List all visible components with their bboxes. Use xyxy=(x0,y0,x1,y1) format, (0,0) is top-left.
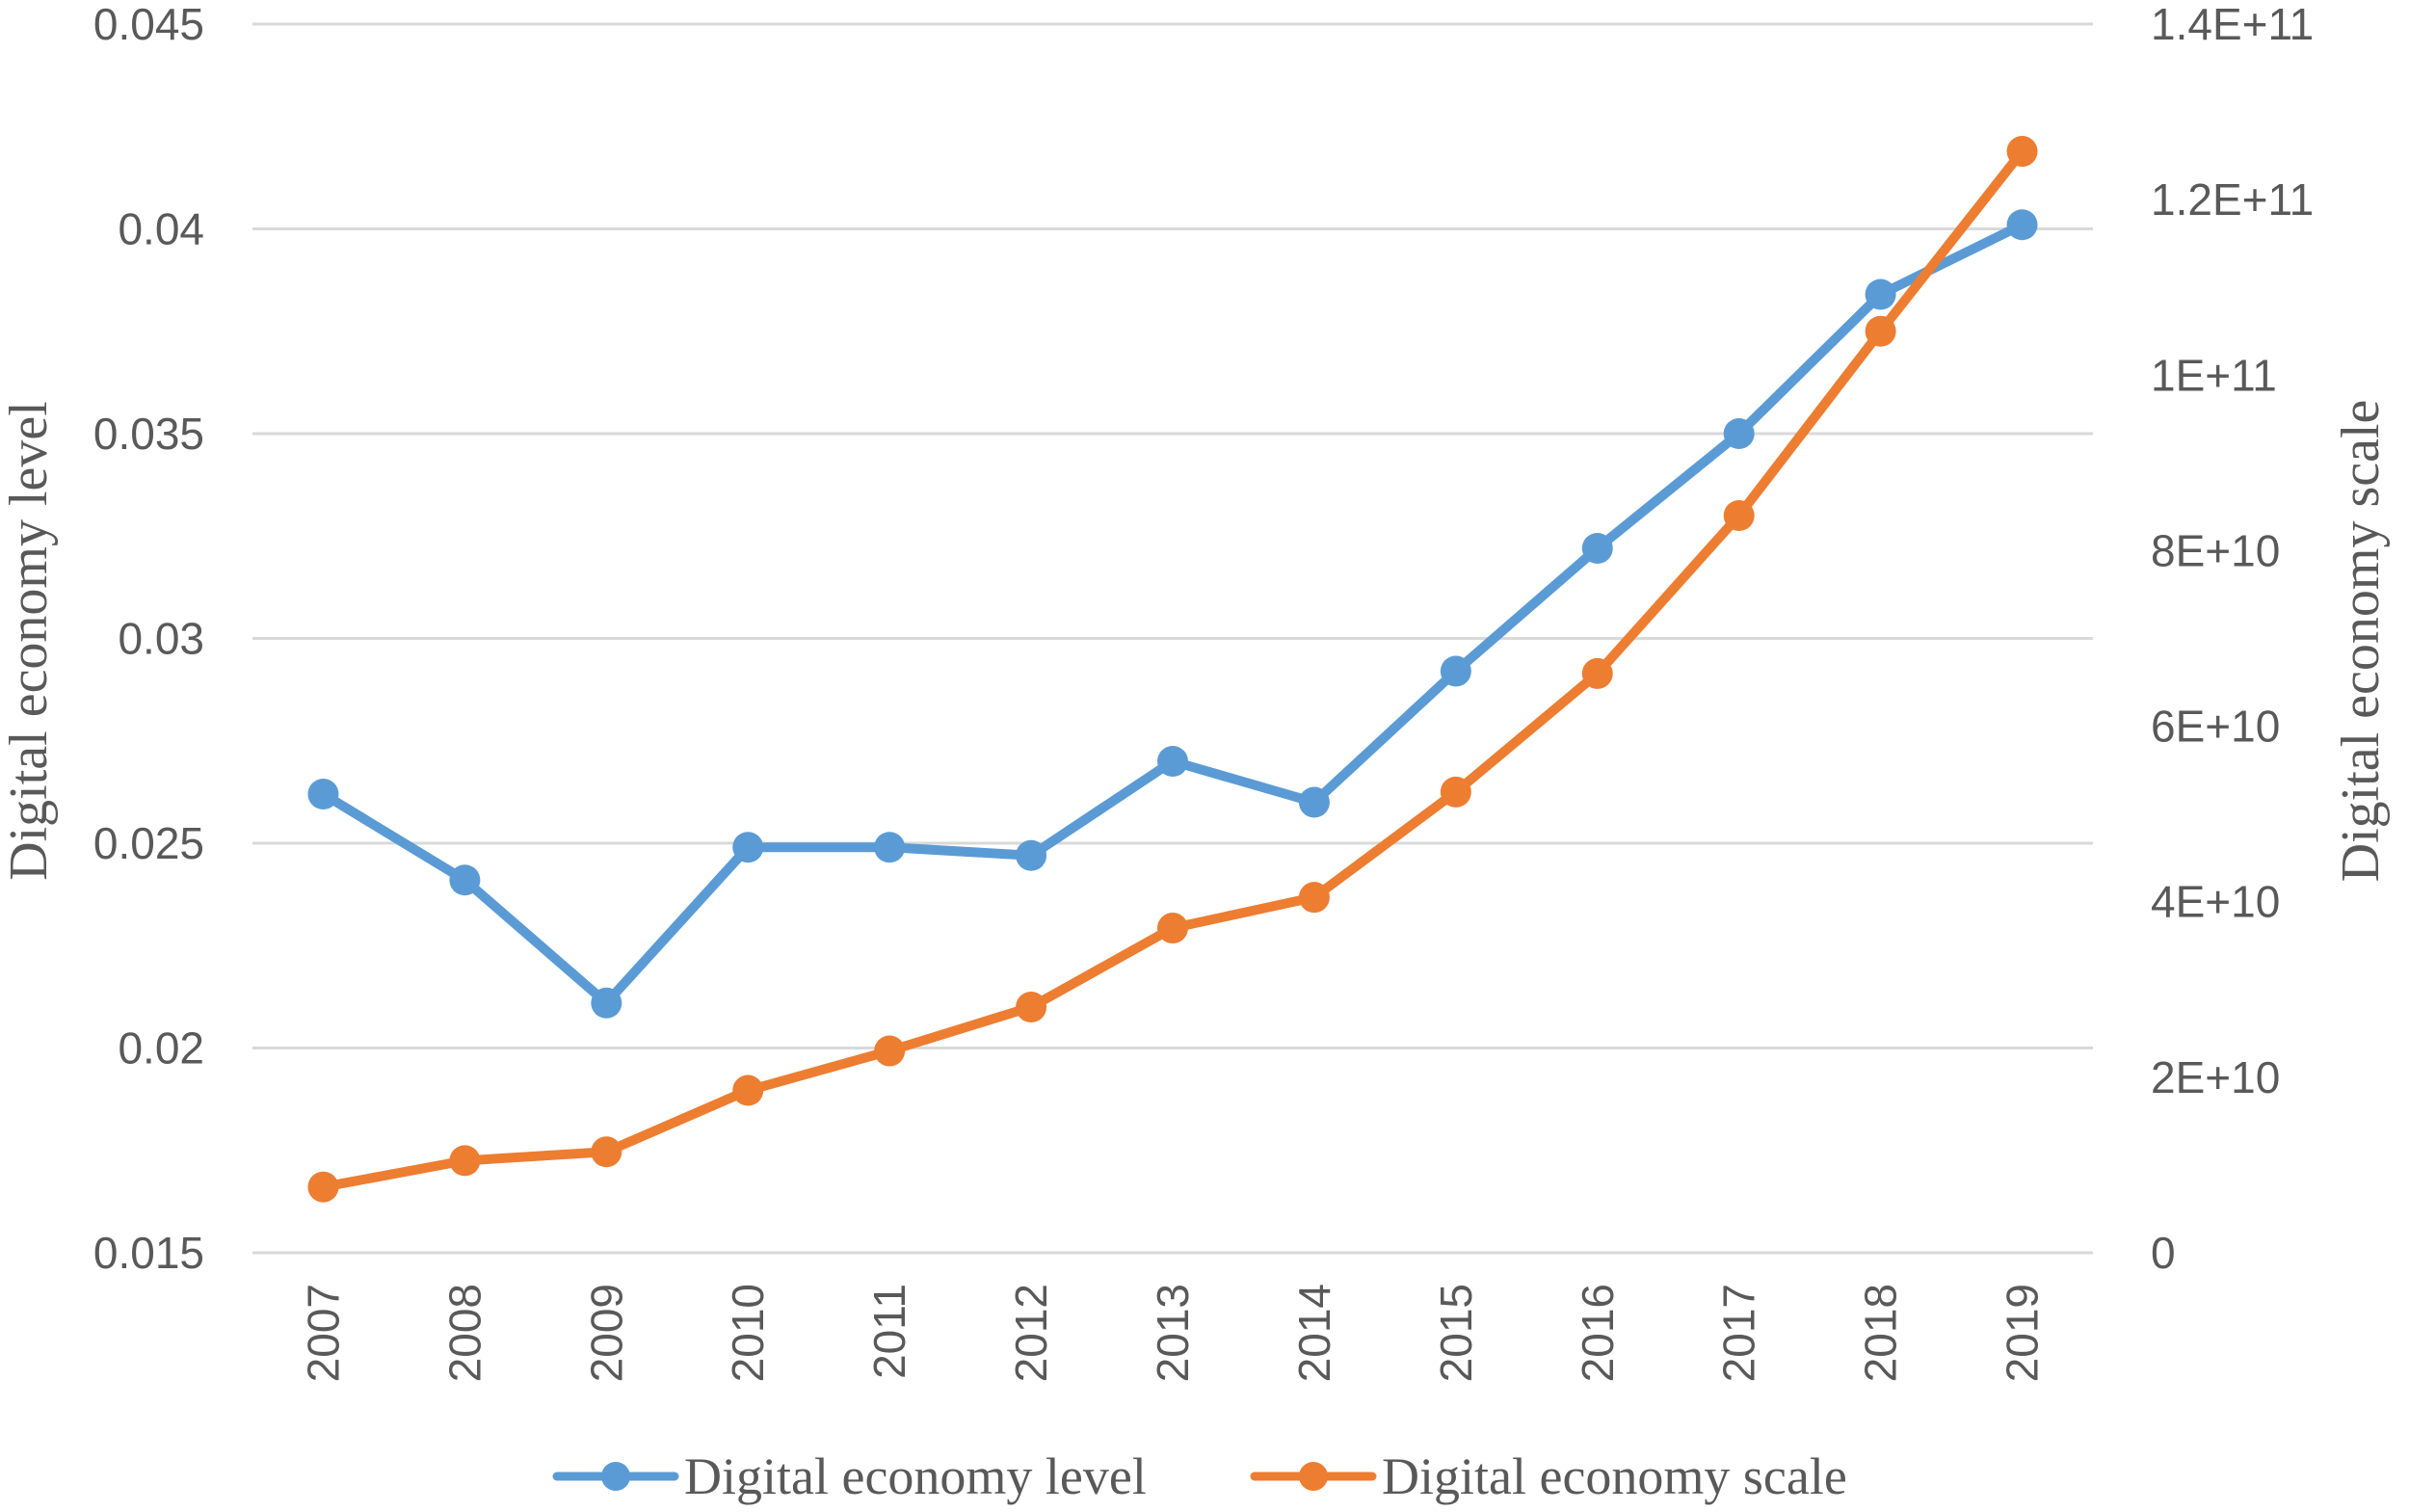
x-axis-ticks: 2007 2008 2009 2010 2011 2012 2013 2014 2015 2016… xyxy=(298,1284,2047,1382)
x-tick-label: 2017 xyxy=(1714,1284,1764,1382)
data-point xyxy=(591,1136,622,1168)
data-point xyxy=(591,987,622,1019)
legend-item-level: Digital economy level xyxy=(552,1447,1147,1505)
x-tick-label: 2010 xyxy=(723,1284,773,1382)
x-tick-label: 2008 xyxy=(439,1284,490,1382)
data-point xyxy=(1157,746,1188,777)
data-point xyxy=(307,1171,339,1203)
right-tick-label: 0 xyxy=(2151,1228,2176,1278)
data-point xyxy=(874,832,906,863)
data-point xyxy=(732,832,764,863)
left-tick-label: 0.04 xyxy=(118,204,204,254)
legend-label-level: Digital economy level xyxy=(684,1447,1147,1505)
x-tick-label: 2013 xyxy=(1148,1284,1198,1382)
legend-marker-level xyxy=(601,1462,630,1491)
data-point xyxy=(2006,209,2038,241)
right-tick-label: 6E+10 xyxy=(2151,702,2280,752)
x-tick-label: 2016 xyxy=(1573,1284,1623,1382)
legend-marker-scale xyxy=(1299,1462,1328,1491)
left-axis-ticks: 0.015 0.02 0.025 0.03 0.035 0.04 0.045 xyxy=(93,0,204,1278)
series xyxy=(307,136,2038,1203)
series-line xyxy=(318,146,2027,1192)
x-tick-label: 2019 xyxy=(1998,1284,2048,1382)
data-point xyxy=(1581,657,1613,689)
left-tick-label: 0.03 xyxy=(118,614,204,664)
data-point xyxy=(307,779,339,809)
right-axis-title: Digital economy scale xyxy=(2331,400,2391,883)
data-point xyxy=(1298,786,1330,818)
right-tick-label: 8E+10 xyxy=(2151,525,2280,575)
left-axis-title: Digital economy level xyxy=(0,401,59,881)
right-tick-label: 1E+11 xyxy=(2151,350,2277,400)
data-point xyxy=(1581,533,1613,564)
left-tick-label: 0.02 xyxy=(118,1023,204,1074)
x-tick-label: 2014 xyxy=(1289,1284,1339,1382)
data-point xyxy=(1723,418,1755,449)
data-point xyxy=(1157,913,1188,944)
data-point xyxy=(874,1035,906,1067)
gridlines xyxy=(252,22,2093,1255)
right-tick-label: 1.2E+11 xyxy=(2151,174,2314,225)
legend-item-scale: Digital economy scale xyxy=(1250,1447,1847,1505)
right-tick-label: 2E+10 xyxy=(2151,1052,2280,1102)
data-point xyxy=(1298,882,1330,914)
data-point xyxy=(1440,776,1471,808)
x-tick-label: 2012 xyxy=(1006,1284,1056,1382)
data-point xyxy=(449,1145,481,1177)
data-point xyxy=(732,1074,764,1106)
series-line xyxy=(318,220,2027,1008)
x-tick-label: 2018 xyxy=(1856,1284,1906,1382)
series-scale xyxy=(307,136,2038,1203)
right-axis-ticks: 0 2E+10 4E+10 6E+10 8E+10 1E+11 1.2E+11 1.4E+11 xyxy=(2151,0,2314,1278)
left-tick-label: 0.015 xyxy=(93,1228,204,1278)
x-tick-label: 2007 xyxy=(298,1284,348,1382)
x-tick-label: 2015 xyxy=(1431,1284,1481,1382)
right-tick-label: 1.4E+11 xyxy=(2151,0,2314,49)
legend: Digital economy level Digital economy sc… xyxy=(552,1447,1847,1505)
right-tick-label: 4E+10 xyxy=(2151,877,2280,927)
left-tick-label: 0.035 xyxy=(93,409,204,459)
left-tick-label: 0.045 xyxy=(93,0,204,49)
data-point xyxy=(1723,500,1755,531)
data-point xyxy=(1865,279,1896,310)
x-tick-label: 2011 xyxy=(864,1284,914,1379)
data-point xyxy=(1440,655,1471,687)
legend-label-scale: Digital economy scale xyxy=(1382,1447,1847,1505)
series-level xyxy=(307,209,2038,1019)
data-point xyxy=(1865,315,1896,347)
data-point xyxy=(1016,839,1047,871)
data-point xyxy=(2006,136,2038,168)
data-point xyxy=(449,864,481,896)
x-tick-label: 2009 xyxy=(581,1284,631,1382)
data-point xyxy=(1016,992,1047,1022)
left-tick-label: 0.025 xyxy=(93,818,204,868)
